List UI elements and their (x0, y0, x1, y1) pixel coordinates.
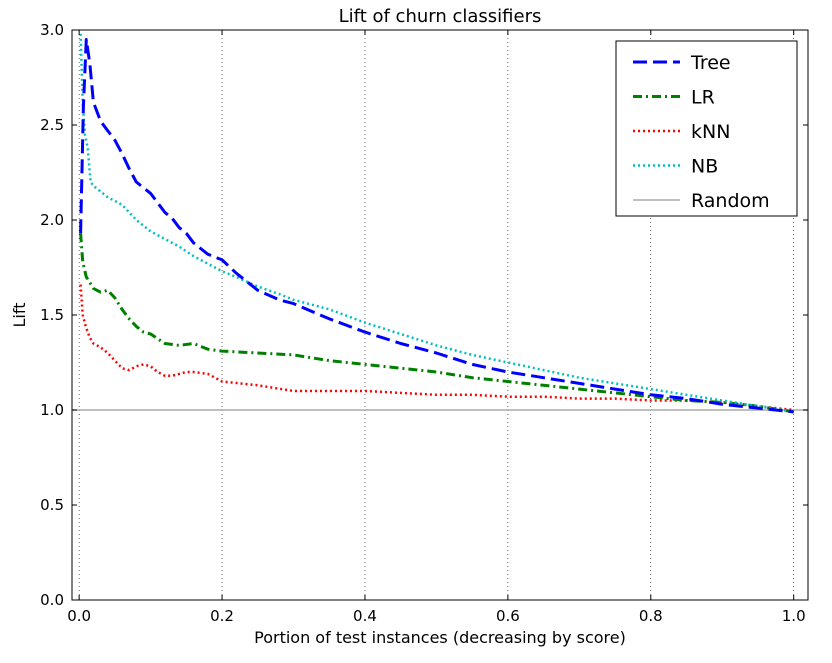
legend: Tree LR kNN NB Random (615, 40, 798, 217)
chart-title: Lift of churn classifiers (339, 6, 542, 27)
tick-layer: 0.0 0.2 0.4 0.6 0.8 1.0 0.0 0.5 1.0 1.5 2.0 2.5 3.0 (40, 21, 808, 625)
x-tick-label: 0.0 (67, 607, 91, 625)
series-line-lr (79, 233, 794, 414)
legend-label-random: Random (691, 190, 770, 212)
x-tick-label: 0.4 (353, 607, 377, 625)
legend-label-tree: Tree (690, 52, 731, 74)
x-tick-label: 0.2 (210, 607, 234, 625)
x-tick-label: 0.6 (496, 607, 520, 625)
legend-label-lr: LR (691, 87, 715, 109)
series-line-tree (79, 38, 794, 414)
y-axis-title: Lift (10, 303, 29, 328)
x-axis-title: Portion of test instances (decreasing by… (254, 628, 626, 647)
y-tick-label: 1.0 (40, 401, 64, 419)
y-tick-label: 0.0 (40, 591, 64, 609)
legend-box (615, 40, 798, 217)
grid-layer (78, 30, 795, 600)
y-tick-label: 2.5 (40, 116, 64, 134)
y-tick-label: 2.0 (40, 211, 64, 229)
y-tick-label: 0.5 (40, 496, 64, 514)
legend-label-knn: kNN (691, 121, 730, 143)
series-line-knn (79, 284, 794, 412)
y-tick-label: 1.5 (40, 306, 64, 324)
y-tick-label: 3.0 (40, 21, 64, 39)
legend-label-nb: NB (691, 156, 718, 178)
x-tick-label: 0.8 (639, 607, 663, 625)
x-tick-label: 1.0 (782, 607, 806, 625)
series-layer (72, 33, 808, 414)
